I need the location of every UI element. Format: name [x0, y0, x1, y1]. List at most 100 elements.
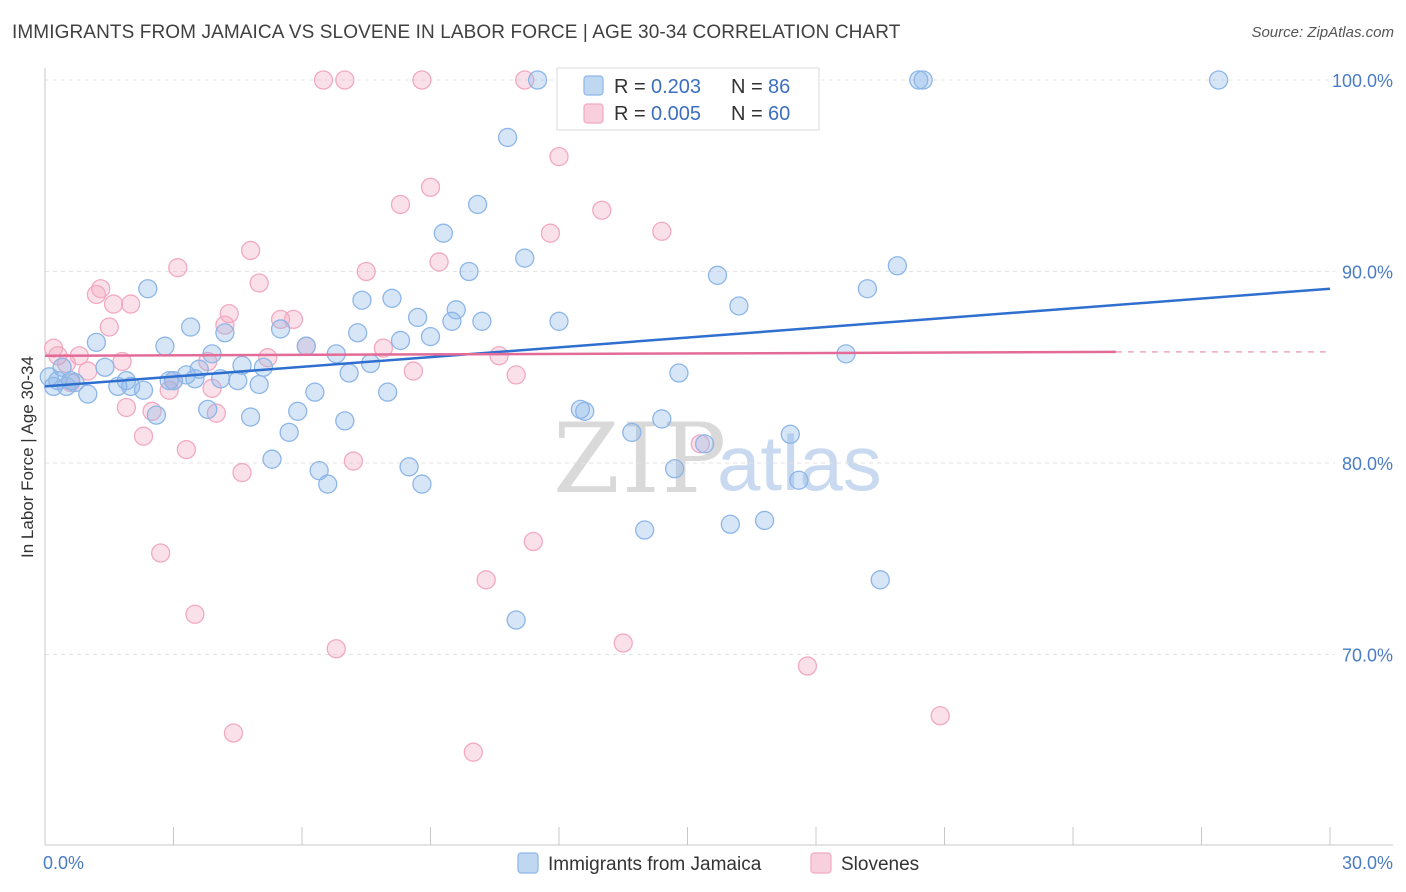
- y-axis-label: In Labor Force | Age 30-34: [18, 356, 37, 558]
- point-jamaica-19: [180, 317, 201, 337]
- point-slovenes-39: [373, 338, 394, 358]
- trend-line-jamaica: [44, 287, 1331, 388]
- point-slovenes-15: [150, 543, 171, 563]
- point-slovenes-48: [506, 365, 526, 385]
- series-legend-label-jamaica: Immigrants from Jamaica: [548, 854, 762, 875]
- point-jamaica-38: [318, 474, 338, 494]
- point-jamaica-50: [412, 474, 432, 494]
- point-slovenes-28: [240, 240, 261, 261]
- point-jamaica-79: [857, 279, 878, 299]
- point-jamaica-73: [720, 514, 740, 534]
- point-jamaica-25: [215, 323, 235, 343]
- point-jamaica-12: [133, 380, 154, 400]
- point-jamaica-61: [527, 70, 548, 90]
- point-slovenes-36: [335, 70, 355, 90]
- point-slovenes-38: [356, 261, 376, 282]
- point-slovenes-18: [168, 258, 188, 278]
- point-slovenes-42: [412, 70, 432, 90]
- point-jamaica-36: [305, 382, 325, 402]
- x-tick-label-max: 30.0%: [1342, 853, 1393, 873]
- point-jamaica-14: [146, 405, 167, 425]
- data-points: [39, 70, 1229, 762]
- point-jamaica-77: [789, 470, 809, 490]
- point-slovenes-54: [613, 633, 633, 653]
- trend-lines: [44, 287, 1331, 388]
- legend-r-value-jamaica: 0.203: [651, 76, 701, 98]
- x-ticks: [44, 827, 1331, 845]
- legend-n-value-jamaica: 86: [768, 76, 790, 98]
- point-jamaica-31: [262, 449, 282, 469]
- point-jamaica-44: [360, 353, 381, 374]
- point-jamaica-40: [335, 411, 355, 431]
- point-jamaica-84: [1208, 70, 1229, 90]
- point-jamaica-76: [780, 424, 800, 444]
- point-slovenes-41: [403, 361, 424, 381]
- point-slovenes-53: [592, 200, 612, 220]
- point-jamaica-41: [339, 363, 359, 383]
- point-jamaica-7: [86, 332, 107, 353]
- point-jamaica-82: [909, 70, 929, 90]
- point-jamaica-71: [694, 434, 715, 454]
- point-jamaica-15: [155, 336, 175, 356]
- point-jamaica-51: [420, 326, 441, 347]
- point-slovenes-25: [219, 303, 239, 324]
- legend-r-label-jamaica: R =: [614, 76, 646, 98]
- watermark-zip: ZIP: [553, 403, 728, 515]
- point-jamaica-59: [506, 610, 526, 630]
- point-jamaica-68: [652, 409, 672, 429]
- point-jamaica-49: [407, 307, 428, 328]
- point-slovenes-51: [540, 223, 561, 243]
- point-slovenes-7: [91, 279, 111, 299]
- point-jamaica-85: [39, 367, 59, 387]
- point-slovenes-11: [116, 397, 137, 418]
- point-slovenes-19: [176, 439, 197, 460]
- point-jamaica-42: [348, 323, 368, 343]
- point-jamaica-75: [754, 510, 775, 531]
- point-slovenes-27: [232, 462, 252, 483]
- point-jamaica-69: [665, 459, 685, 479]
- point-slovenes-57: [690, 434, 710, 454]
- point-slovenes-46: [476, 570, 496, 590]
- axes: [44, 68, 1393, 846]
- trend-line-slovenes: [44, 350, 1116, 358]
- point-slovenes-26: [223, 723, 244, 743]
- legend-n-label-slovenes: N =: [731, 103, 763, 125]
- point-jamaica-83: [913, 70, 933, 90]
- point-jamaica-32: [270, 319, 291, 339]
- series-legend-swatch-jamaica: [517, 852, 539, 874]
- point-jamaica-23: [202, 344, 222, 364]
- point-jamaica-60: [515, 248, 535, 268]
- point-jamaica-81: [887, 256, 908, 276]
- legend-n-label-jamaica: N =: [731, 76, 763, 98]
- point-slovenes-40: [390, 194, 411, 215]
- legend-swatch-jamaica: [583, 75, 604, 96]
- point-jamaica-57: [472, 311, 492, 331]
- legend-swatch-slovenes: [583, 103, 604, 124]
- point-jamaica-46: [382, 288, 402, 308]
- point-slovenes-58: [797, 656, 818, 676]
- point-slovenes-52: [549, 146, 569, 167]
- point-jamaica-53: [442, 311, 462, 331]
- point-slovenes-9: [103, 294, 124, 314]
- point-jamaica-43: [352, 290, 372, 310]
- point-jamaica-29: [249, 374, 269, 395]
- point-slovenes-8: [99, 317, 119, 337]
- point-slovenes-12: [121, 294, 141, 314]
- point-jamaica-52: [433, 223, 454, 243]
- legend-r-label-slovenes: R =: [614, 103, 646, 125]
- point-slovenes-30: [258, 348, 278, 368]
- legend-n-value-slovenes: 60: [768, 103, 790, 125]
- stats-legend: R = 0.203 N = 86 R = 0.005 N = 60: [556, 67, 820, 131]
- point-jamaica-74: [729, 296, 749, 316]
- point-slovenes-32: [283, 309, 304, 330]
- series-legend-swatch-slovenes: [810, 852, 832, 874]
- point-jamaica-13: [138, 279, 158, 299]
- series-legend-label-slovenes: Slovenes: [841, 854, 919, 875]
- point-jamaica-55: [459, 261, 479, 282]
- point-jamaica-66: [622, 422, 642, 443]
- point-slovenes-45: [463, 742, 483, 762]
- point-slovenes-44: [429, 252, 449, 272]
- point-jamaica-72: [707, 265, 728, 285]
- point-jamaica-22: [198, 399, 218, 420]
